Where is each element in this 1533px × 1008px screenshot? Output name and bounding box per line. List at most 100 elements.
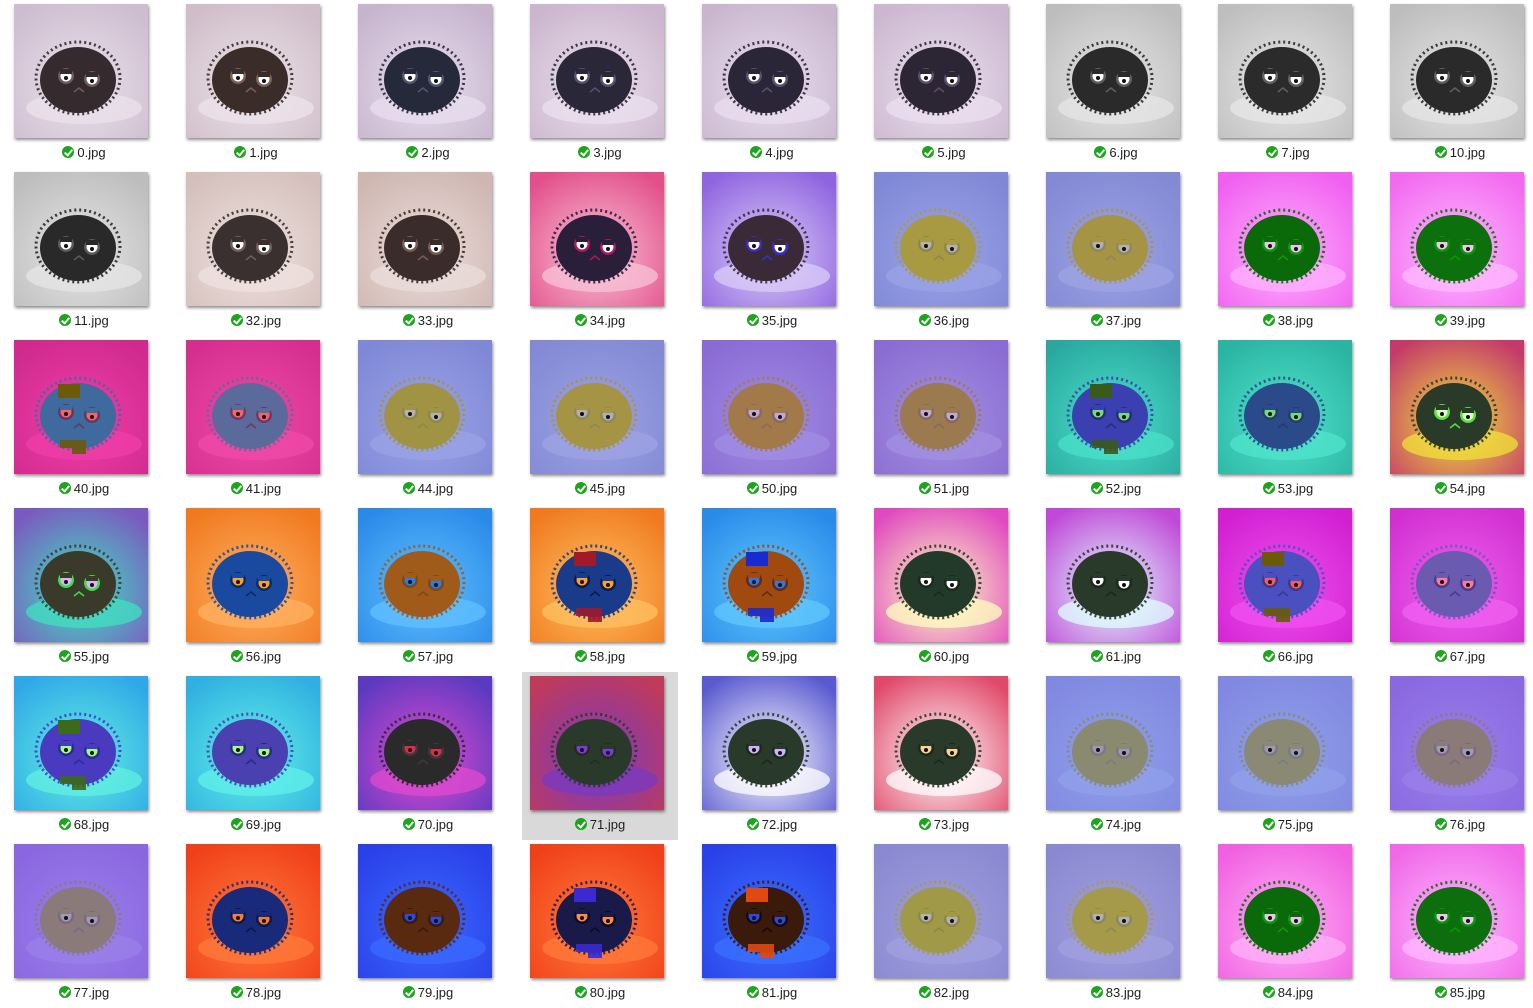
- file-item[interactable]: 32.jpg: [178, 168, 334, 336]
- file-caption[interactable]: 80.jpg: [522, 982, 678, 1002]
- file-item[interactable]: 57.jpg: [350, 504, 506, 672]
- file-caption[interactable]: 71.jpg: [522, 814, 678, 834]
- file-thumbnail[interactable]: [1046, 676, 1180, 810]
- file-item[interactable]: 50.jpg: [694, 336, 850, 504]
- file-thumbnail[interactable]: [1390, 508, 1524, 642]
- file-caption[interactable]: 72.jpg: [694, 814, 850, 834]
- file-thumbnail[interactable]: [702, 508, 836, 642]
- file-caption[interactable]: 0.jpg: [6, 142, 162, 162]
- file-item[interactable]: 40.jpg: [6, 336, 162, 504]
- file-item[interactable]: 84.jpg: [1210, 840, 1366, 1008]
- file-thumbnail[interactable]: [702, 340, 836, 474]
- file-caption[interactable]: 83.jpg: [1038, 982, 1194, 1002]
- file-thumbnail[interactable]: [14, 172, 148, 306]
- file-caption[interactable]: 61.jpg: [1038, 646, 1194, 666]
- file-caption[interactable]: 77.jpg: [6, 982, 162, 1002]
- file-caption[interactable]: 74.jpg: [1038, 814, 1194, 834]
- file-item[interactable]: 80.jpg: [522, 840, 678, 1008]
- file-item[interactable]: 10.jpg: [1382, 0, 1533, 168]
- file-item[interactable]: 70.jpg: [350, 672, 506, 840]
- file-thumbnail[interactable]: [358, 676, 492, 810]
- file-item[interactable]: 35.jpg: [694, 168, 850, 336]
- file-thumbnail[interactable]: [702, 172, 836, 306]
- file-item[interactable]: 4.jpg: [694, 0, 850, 168]
- file-thumbnail[interactable]: [1390, 172, 1524, 306]
- file-caption[interactable]: 3.jpg: [522, 142, 678, 162]
- file-thumbnail[interactable]: [530, 4, 664, 138]
- file-thumbnail[interactable]: [186, 676, 320, 810]
- file-item[interactable]: 75.jpg: [1210, 672, 1366, 840]
- file-item[interactable]: 52.jpg: [1038, 336, 1194, 504]
- file-item[interactable]: 74.jpg: [1038, 672, 1194, 840]
- file-item[interactable]: 59.jpg: [694, 504, 850, 672]
- file-caption[interactable]: 76.jpg: [1382, 814, 1533, 834]
- file-item[interactable]: 53.jpg: [1210, 336, 1366, 504]
- file-item[interactable]: 61.jpg: [1038, 504, 1194, 672]
- file-caption[interactable]: 81.jpg: [694, 982, 850, 1002]
- file-caption[interactable]: 59.jpg: [694, 646, 850, 666]
- file-thumbnail[interactable]: [14, 508, 148, 642]
- file-thumbnail[interactable]: [14, 844, 148, 978]
- file-thumbnail[interactable]: [1390, 4, 1524, 138]
- file-caption[interactable]: 50.jpg: [694, 478, 850, 498]
- file-item[interactable]: 5.jpg: [866, 0, 1022, 168]
- file-item[interactable]: 68.jpg: [6, 672, 162, 840]
- file-thumbnail[interactable]: [358, 508, 492, 642]
- file-thumbnail[interactable]: [1218, 676, 1352, 810]
- file-item[interactable]: 7.jpg: [1210, 0, 1366, 168]
- file-thumbnail[interactable]: [702, 4, 836, 138]
- file-caption[interactable]: 11.jpg: [6, 310, 162, 330]
- file-caption[interactable]: 4.jpg: [694, 142, 850, 162]
- file-thumbnail[interactable]: [14, 676, 148, 810]
- file-thumbnail[interactable]: [874, 508, 1008, 642]
- file-item[interactable]: 45.jpg: [522, 336, 678, 504]
- file-thumbnail[interactable]: [1046, 340, 1180, 474]
- file-item[interactable]: 78.jpg: [178, 840, 334, 1008]
- file-item[interactable]: 33.jpg: [350, 168, 506, 336]
- file-thumbnail[interactable]: [1218, 844, 1352, 978]
- file-caption[interactable]: 37.jpg: [1038, 310, 1194, 330]
- file-caption[interactable]: 54.jpg: [1382, 478, 1533, 498]
- file-thumbnail[interactable]: [186, 172, 320, 306]
- file-thumbnail[interactable]: [1046, 508, 1180, 642]
- file-thumbnail[interactable]: [186, 508, 320, 642]
- file-caption[interactable]: 66.jpg: [1210, 646, 1366, 666]
- file-item[interactable]: 76.jpg: [1382, 672, 1533, 840]
- file-caption[interactable]: 75.jpg: [1210, 814, 1366, 834]
- file-item[interactable]: 51.jpg: [866, 336, 1022, 504]
- file-thumbnail[interactable]: [186, 844, 320, 978]
- file-item[interactable]: 77.jpg: [6, 840, 162, 1008]
- file-thumbnail[interactable]: [530, 508, 664, 642]
- file-caption[interactable]: 44.jpg: [350, 478, 506, 498]
- file-item[interactable]: 72.jpg: [694, 672, 850, 840]
- file-caption[interactable]: 40.jpg: [6, 478, 162, 498]
- file-item[interactable]: 0.jpg: [6, 0, 162, 168]
- file-item[interactable]: 79.jpg: [350, 840, 506, 1008]
- file-item[interactable]: 37.jpg: [1038, 168, 1194, 336]
- file-thumbnail[interactable]: [702, 676, 836, 810]
- file-thumbnail[interactable]: [874, 340, 1008, 474]
- file-item[interactable]: 41.jpg: [178, 336, 334, 504]
- file-thumbnail[interactable]: [530, 676, 664, 810]
- file-item[interactable]: 56.jpg: [178, 504, 334, 672]
- file-caption[interactable]: 7.jpg: [1210, 142, 1366, 162]
- file-item[interactable]: 54.jpg: [1382, 336, 1533, 504]
- file-thumbnail[interactable]: [530, 844, 664, 978]
- file-thumbnail[interactable]: [186, 340, 320, 474]
- file-item[interactable]: 85.jpg: [1382, 840, 1533, 1008]
- file-thumbnail[interactable]: [358, 340, 492, 474]
- file-thumbnail[interactable]: [1046, 172, 1180, 306]
- file-caption[interactable]: 51.jpg: [866, 478, 1022, 498]
- file-caption[interactable]: 58.jpg: [522, 646, 678, 666]
- file-item[interactable]: 71.jpg: [522, 672, 678, 840]
- file-thumbnail[interactable]: [1046, 844, 1180, 978]
- file-caption[interactable]: 52.jpg: [1038, 478, 1194, 498]
- file-thumbnail[interactable]: [358, 4, 492, 138]
- file-caption[interactable]: 34.jpg: [522, 310, 678, 330]
- file-item[interactable]: 60.jpg: [866, 504, 1022, 672]
- file-item[interactable]: 38.jpg: [1210, 168, 1366, 336]
- file-caption[interactable]: 84.jpg: [1210, 982, 1366, 1002]
- file-caption[interactable]: 32.jpg: [178, 310, 334, 330]
- file-caption[interactable]: 78.jpg: [178, 982, 334, 1002]
- file-caption[interactable]: 2.jpg: [350, 142, 506, 162]
